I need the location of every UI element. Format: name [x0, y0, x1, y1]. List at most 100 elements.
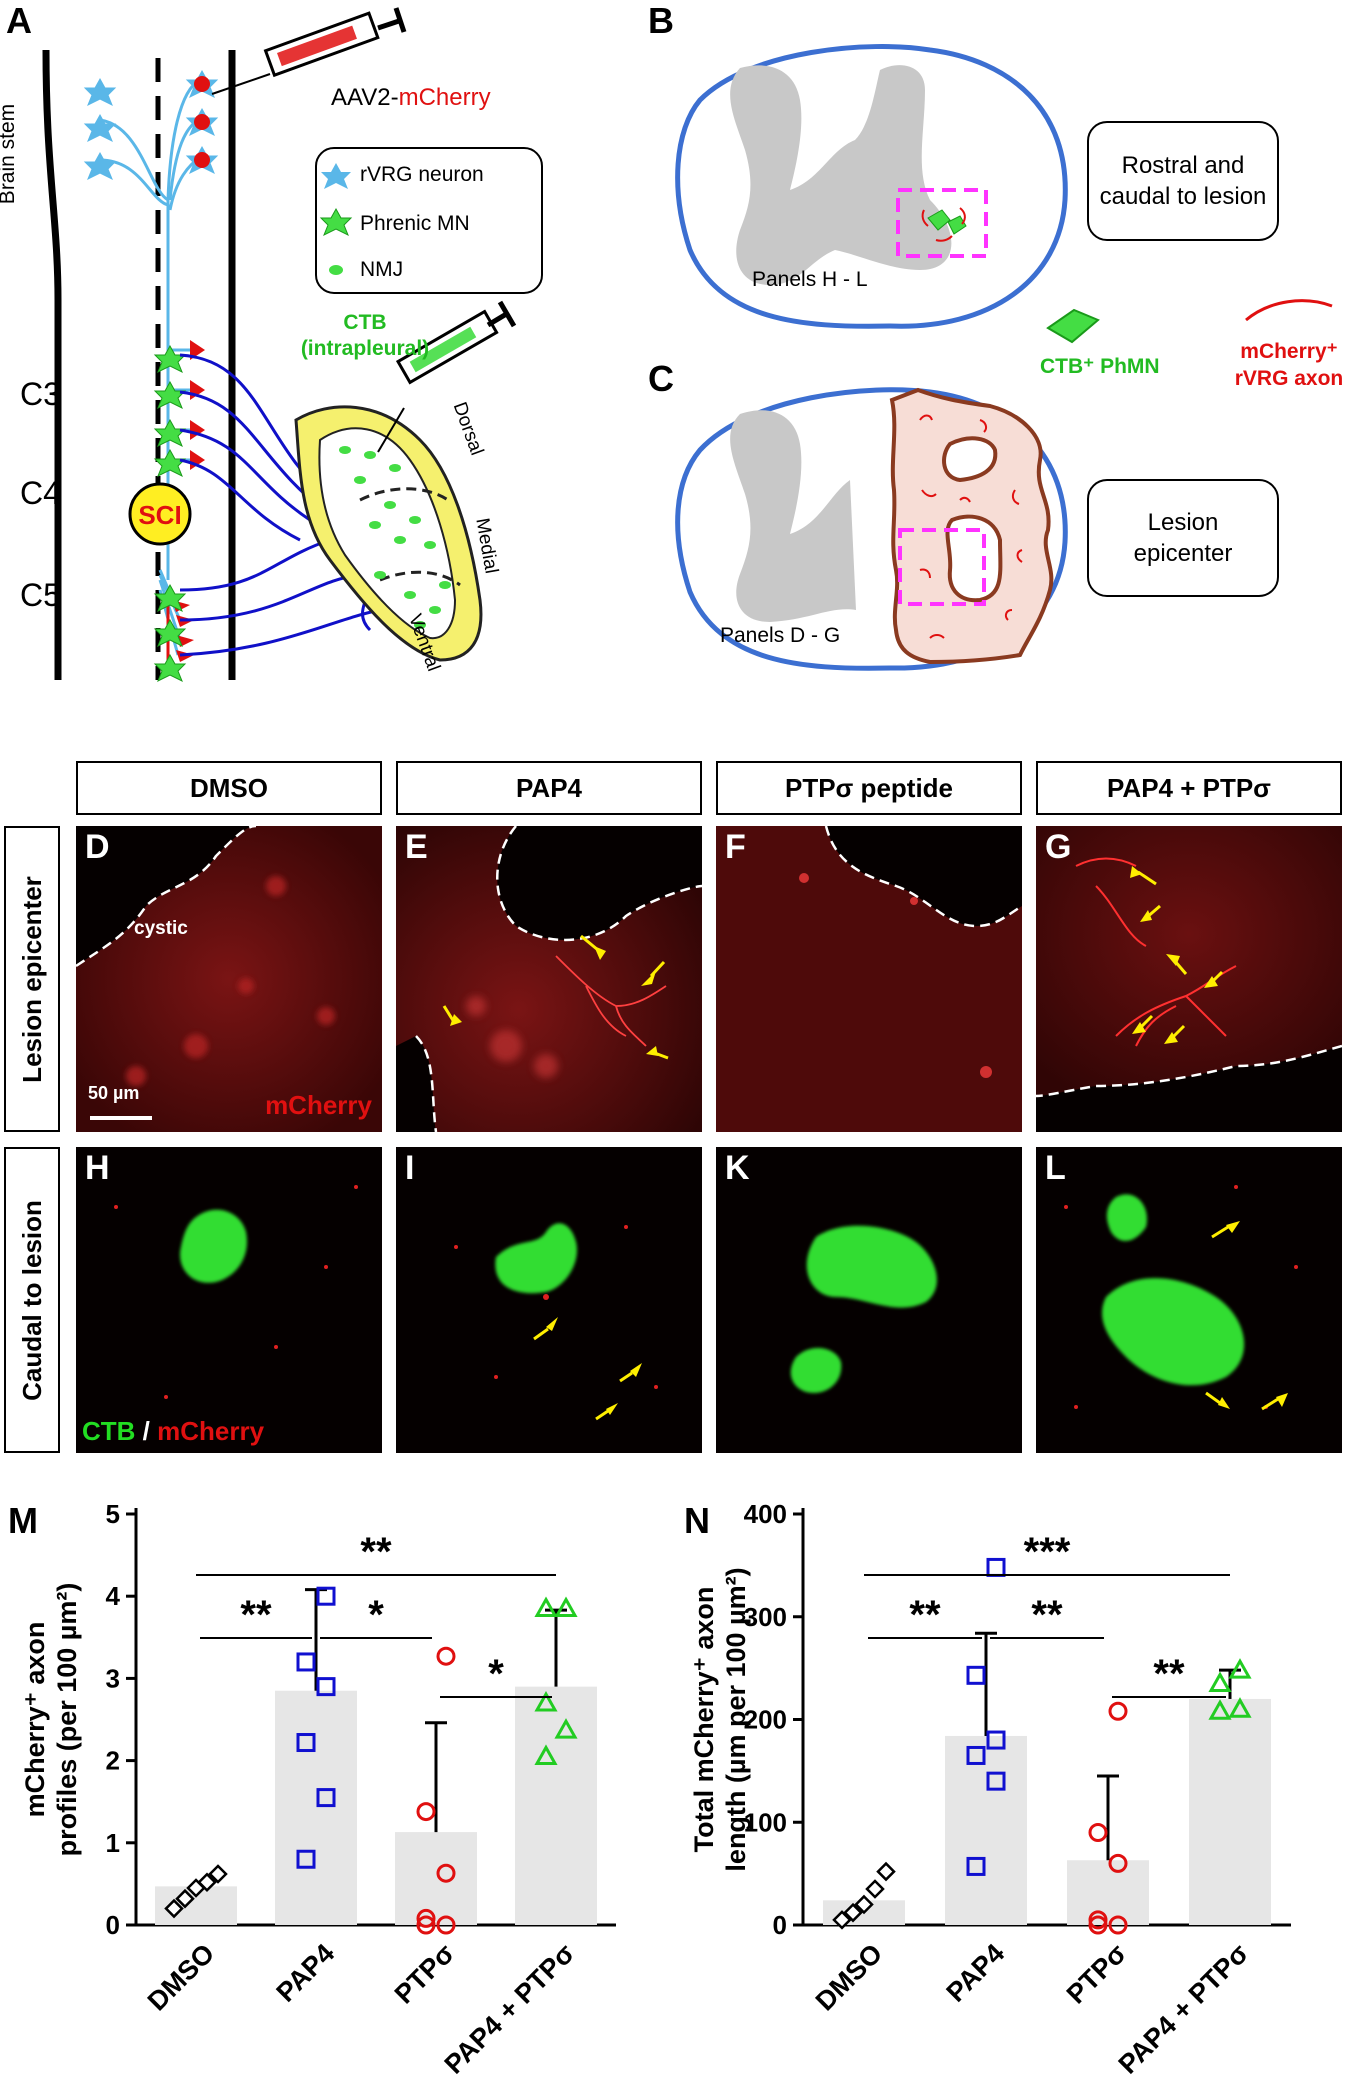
- data-point: [1088, 1823, 1108, 1843]
- data-point: [832, 1910, 852, 1930]
- level-c4: C4: [20, 475, 61, 511]
- micrograph-label-h: H: [85, 1149, 110, 1187]
- data-point: [1108, 1915, 1128, 1935]
- micrograph-f: F: [716, 826, 1022, 1132]
- data-point: [854, 1894, 874, 1915]
- micrograph-label-g: G: [1045, 828, 1072, 866]
- micrograph-label-i: I: [405, 1149, 415, 1187]
- data-point: [436, 1863, 456, 1883]
- data-point: [1088, 1915, 1108, 1935]
- data-point: [966, 1665, 986, 1685]
- chart-n: 0 100 200 300 400 Total mCherry⁺ axonlength (…: [689, 1499, 1291, 2080]
- y-axis-label-line1: mCherry⁺ axon: [20, 1622, 50, 1818]
- y-tick-label: 2: [106, 1746, 120, 1776]
- x-tick-label: PTPσ: [389, 1938, 460, 2009]
- x-tick-label: PAP4: [941, 1938, 1011, 2008]
- mcherry-axon-key: mCherry⁺ rVRG axon: [1234, 340, 1344, 390]
- micrograph-label-d: D: [85, 828, 110, 866]
- data-point: [1088, 1910, 1108, 1930]
- bar: [275, 1690, 357, 1925]
- y-axis-label-line1: Total mCherry⁺ axon: [689, 1587, 719, 1853]
- data-point: [966, 1745, 986, 1765]
- panel-a-schematic: SCI: [42, 7, 543, 683]
- data-point: [1108, 1853, 1128, 1873]
- data-point: [296, 1733, 316, 1753]
- data-point: [986, 1771, 1006, 1791]
- micrograph-e: E: [396, 826, 702, 1132]
- sci-label: SCI: [138, 500, 181, 530]
- mcherry-axon-icon: [1245, 299, 1333, 322]
- y-tick-label: 400: [744, 1499, 787, 1529]
- significance-label: **: [1153, 1652, 1185, 1696]
- y-tick-label: 0: [773, 1910, 787, 1940]
- ctb-phmn-key: CTB⁺ PhMN: [1040, 355, 1160, 378]
- micrograph-i: I: [396, 1147, 702, 1453]
- x-tick-label: DMSO: [142, 1938, 220, 2016]
- y-tick-label: 300: [744, 1602, 787, 1632]
- data-point: [436, 1915, 456, 1935]
- scale-bar-label: 50 µm: [88, 1083, 140, 1103]
- panel-c-cross-section: [675, 387, 1068, 671]
- panel-b-region-box: Rostral and caudal to lesion: [1087, 121, 1279, 241]
- cystic-label: cystic: [134, 918, 188, 939]
- legend-rvrg: rVRG neuron: [360, 163, 484, 186]
- data-point: [876, 1861, 896, 1882]
- legend-phrenic: Phrenic MN: [360, 212, 470, 235]
- ctb-phmn-icon: [1046, 308, 1100, 344]
- y-tick-label: 4: [106, 1581, 121, 1611]
- data-point: [1228, 1697, 1252, 1718]
- x-tick-label: PAP4 + PTPσ: [1113, 1938, 1255, 2080]
- x-tick-label: PTPσ: [1061, 1938, 1132, 2009]
- significance-label: ***: [1024, 1530, 1071, 1574]
- legend-box: [315, 147, 543, 294]
- y-axis-label-line2: profiles (per 100 µm²): [52, 1583, 82, 1857]
- data-point: [554, 1718, 578, 1739]
- data-point: [416, 1802, 436, 1822]
- panel-label-n: N: [684, 1500, 710, 1541]
- micrograph-g: G: [1036, 826, 1342, 1132]
- panel-c-region-box: Lesion epicenter: [1087, 479, 1279, 597]
- data-point: [534, 1744, 558, 1765]
- significance-label: **: [240, 1593, 272, 1637]
- panel-label-a: A: [6, 0, 32, 41]
- data-point: [534, 1691, 558, 1712]
- column-header-pap4: PAP4: [396, 761, 702, 815]
- significance-label: **: [909, 1593, 941, 1637]
- micrograph-d: D cystic 50 µm mCherry: [76, 826, 382, 1132]
- bar: [945, 1735, 1027, 1925]
- panel-c-caption: Panels D - G: [720, 624, 841, 647]
- significance-label: *: [368, 1593, 384, 1637]
- y-axis-label-line2: length (µm per 100 µm²): [721, 1567, 751, 1871]
- row-header-epicenter: Lesion epicenter: [4, 826, 60, 1132]
- data-point: [843, 1902, 863, 1923]
- data-point: [986, 1730, 1006, 1750]
- data-point: [316, 1677, 336, 1697]
- significance-label: **: [360, 1530, 392, 1574]
- y-axis-label: mCherry⁺ axonprofiles (per 100 µm²): [20, 1583, 82, 1857]
- y-tick-label: 0: [106, 1910, 120, 1940]
- bar: [1067, 1860, 1149, 1925]
- data-point: [1108, 1701, 1128, 1721]
- channel-label-bottom: CTB / mCherry: [82, 1416, 265, 1446]
- micrograph-k: K: [716, 1147, 1022, 1453]
- bar: [395, 1832, 477, 1925]
- x-tick-label: DMSO: [810, 1938, 888, 2016]
- panel-b-caption: Panels H - L: [752, 268, 868, 291]
- data-point: [865, 1879, 885, 1899]
- micrograph-label-f: F: [725, 828, 746, 866]
- syringe-icon: [211, 7, 407, 95]
- x-tick-label: PAP4: [271, 1938, 341, 2008]
- data-point: [966, 1856, 986, 1876]
- data-point: [416, 1915, 436, 1935]
- brain-stem-label: Brain stem: [0, 103, 20, 205]
- channel-label-top: mCherry: [265, 1090, 372, 1120]
- rvrg-neuron-icon: [321, 163, 351, 189]
- data-point: [534, 1596, 558, 1618]
- bar: [515, 1686, 597, 1925]
- y-tick-label: 3: [106, 1663, 120, 1693]
- data-point: [1208, 1671, 1232, 1693]
- data-point: [316, 1586, 336, 1606]
- phrenic-mn-icon: [319, 207, 353, 237]
- y-axis-label: Total mCherry⁺ axonlength (µm per 100 µm…: [689, 1567, 751, 1871]
- data-point: [175, 1888, 195, 1909]
